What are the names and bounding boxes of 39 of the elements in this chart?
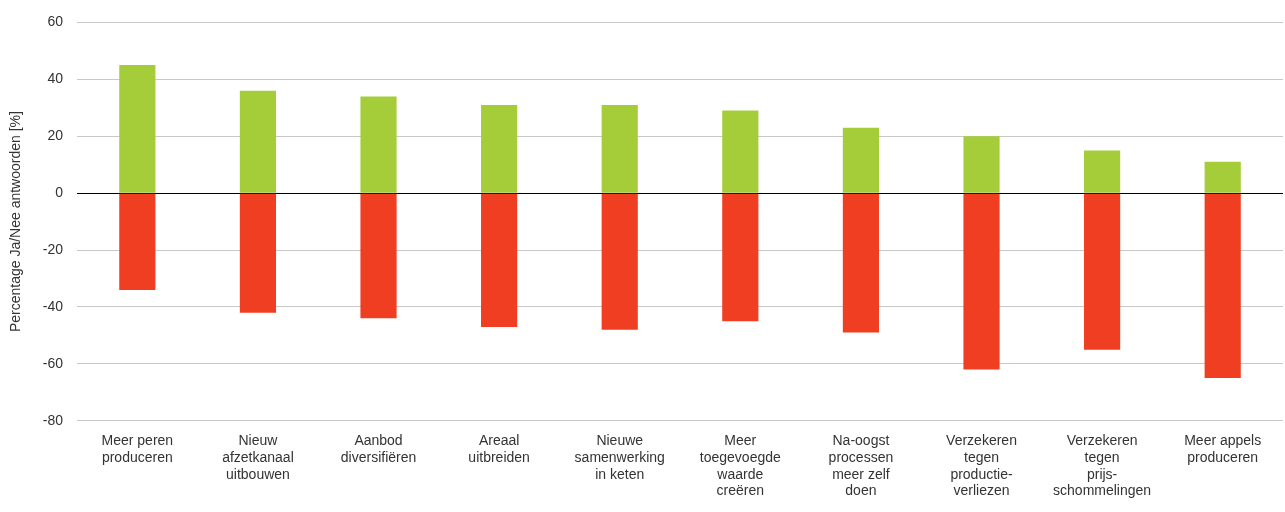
bar [239,90,277,193]
bar [963,193,1000,370]
bar [360,193,397,319]
bar [842,127,879,193]
bar [481,193,518,327]
y-tick-label: 20 [47,127,64,144]
x-tick-label: Meer toegevoegde waarde creëren [699,432,782,499]
bar [1084,150,1121,193]
bar [601,104,638,193]
y-tick-label: -20 [42,240,64,257]
y-tick-label: -80 [42,411,64,428]
x-tick-label: Meer appels produceren [1184,432,1262,465]
x-tick-label: Verzekeren tegen productie- verliezen [946,432,1017,499]
bar [481,104,518,193]
y-axis-title: Percentage Ja/Nee antwoorden [%] [7,111,24,333]
y-tick-label: -40 [42,297,64,314]
bar [360,96,397,193]
bar [239,193,277,313]
bar [842,193,879,333]
x-tick-label: Nieuw afzetkanaal uitbouwen [222,432,294,482]
x-tick-label: Na-oogst processen meer zelf doen [828,432,894,499]
x-tick-label: Aanbod diversifiëren [340,432,417,465]
bar [119,65,156,193]
bar [963,136,1000,193]
y-tick-label: -60 [42,354,64,371]
bar [119,193,156,290]
bar [722,193,759,322]
y-tick-label: 0 [55,184,64,200]
y-tick-label: 40 [47,70,64,87]
x-tick-label: Nieuwe samenwerking in keten [574,432,665,482]
x-tick-label: Verzekeren tegen prijs- schommelingen [1053,432,1152,499]
bar [601,193,638,330]
bar [722,110,759,193]
bar [1084,193,1121,350]
bar [1204,193,1241,379]
y-tick-label: 60 [47,13,64,30]
x-tick-label: Meer peren produceren [101,432,174,465]
bar [1204,161,1241,193]
x-tick-label: Areaal uitbreiden [468,432,530,465]
